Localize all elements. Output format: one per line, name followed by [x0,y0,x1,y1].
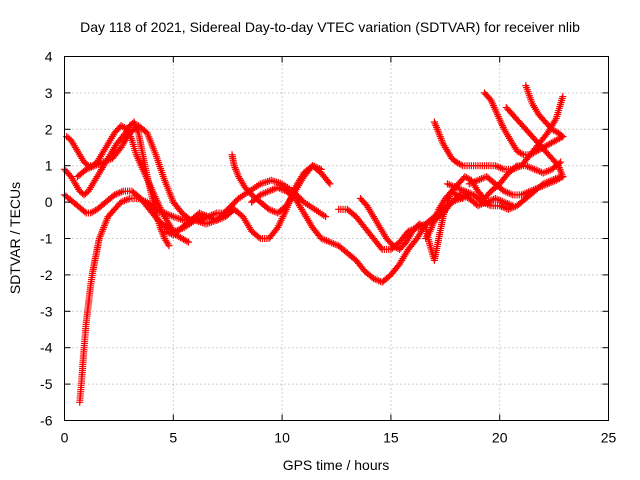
y-tick-label: 1 [45,158,53,174]
data-point [559,93,567,101]
x-tick-label: 25 [601,430,617,446]
data-point [559,133,567,141]
data-point [457,161,465,169]
y-axis-label: SDTVAR / TECUs [7,182,23,294]
y-tick-label: -5 [40,376,53,392]
series-track-12 [430,93,567,173]
data-markers [61,82,567,406]
x-tick-label: 20 [492,430,508,446]
data-point [185,238,193,246]
series-track-15 [522,82,567,141]
data-point [557,131,565,139]
data-point [518,150,526,158]
tick-labels: 0 5 10 15 20 25 -6 -5 -4 -3 -2 -1 0 1 2 3 4 [40,49,616,446]
data-point [262,178,270,186]
data-point [267,176,275,184]
axis-ticks [64,56,609,421]
data-point [255,233,263,241]
data-point [516,149,524,157]
y-tick-label: 0 [45,194,53,210]
data-point [271,177,279,185]
series-track-13 [480,89,567,159]
data-point [377,244,385,252]
data-point [322,213,330,221]
data-point [165,242,173,250]
x-tick-label: 15 [383,430,399,446]
y-tick-label: -3 [40,303,53,319]
series-track-14 [502,103,567,181]
x-tick-label: 0 [61,430,69,446]
data-point [81,208,89,216]
data-point [264,177,272,185]
data-point [457,194,465,202]
x-axis-label: GPS time / hours [283,457,390,473]
series-track-7 [228,151,334,217]
y-tick-label: -2 [40,267,53,283]
y-tick-label: -4 [40,340,53,356]
data-point [326,180,334,188]
chart-title: Day 118 of 2021, Sidereal Day-to-day VTE… [80,19,580,35]
y-tick-label: 4 [45,49,53,65]
series-track-10 [356,187,467,264]
x-tick-label: 10 [274,430,290,446]
data-point [175,214,183,222]
y-tick-label: 2 [45,121,53,137]
data-point [557,174,565,182]
x-tick-label: 5 [169,430,177,446]
data-point [183,237,191,245]
data-point [559,173,567,181]
data-point [269,177,277,185]
grid-lines [64,56,609,421]
y-tick-label: 3 [45,85,53,101]
data-point [273,178,281,186]
y-tick-label: -6 [40,413,53,429]
series-track-1 [61,118,173,250]
y-tick-label: -1 [40,231,53,247]
data-point [325,178,333,186]
data-point [459,194,467,202]
series-track-17 [465,173,567,199]
